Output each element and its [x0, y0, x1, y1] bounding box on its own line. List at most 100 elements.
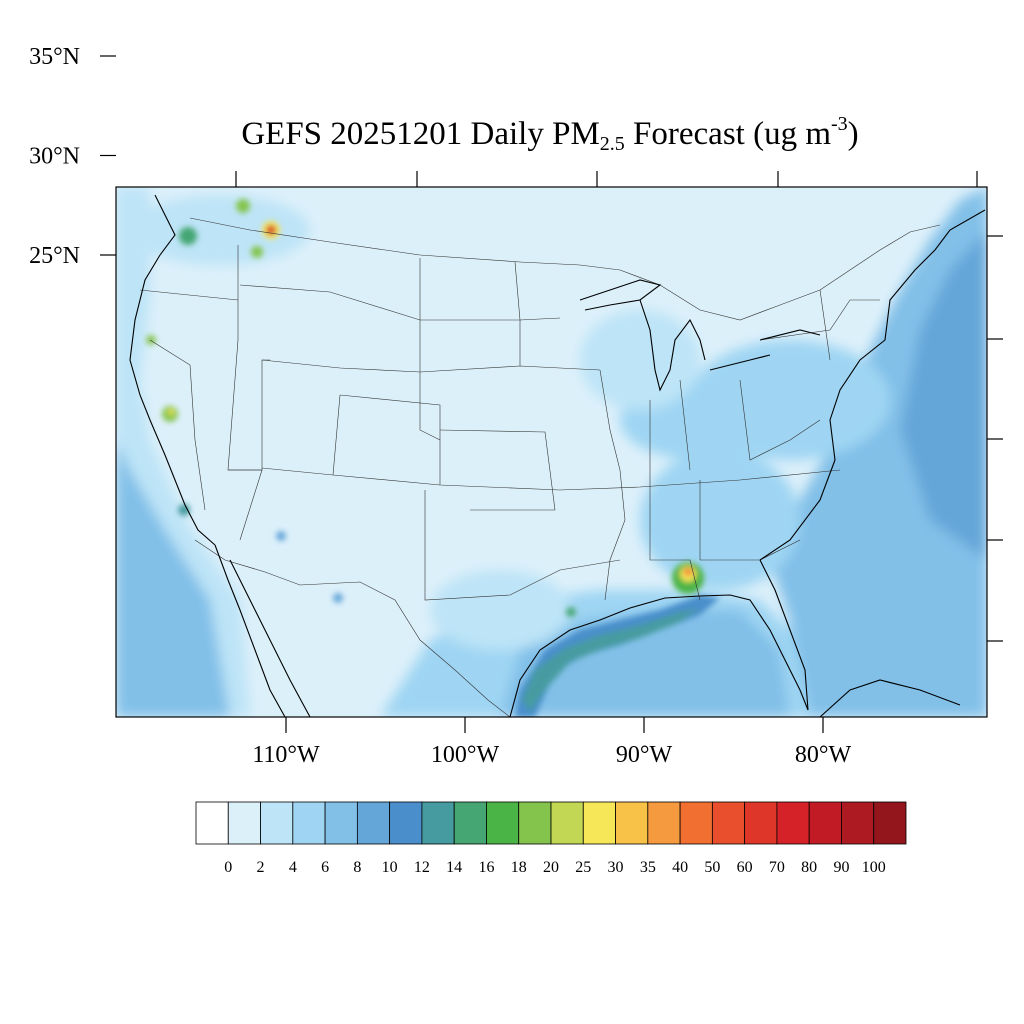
colorbar-swatch — [389, 801, 423, 845]
colorbar-label: 40 — [672, 859, 688, 876]
colorbar-swatch — [679, 801, 713, 845]
colorbar-swatch — [195, 801, 229, 845]
lat-tick-label: 30°N — [29, 144, 80, 170]
colorbar-swatch — [324, 801, 358, 845]
lon-tick-label: 110°W — [252, 742, 320, 768]
alabama-hotspot-core — [684, 568, 692, 576]
utah-colorado — [332, 394, 341, 476]
cuba-coast — [819, 679, 961, 717]
colorbar-label: 80 — [801, 859, 817, 876]
pacific-offshore-shade — [116, 440, 230, 717]
colorbar-swatch — [292, 801, 326, 845]
lon-tick-label: 90°W — [616, 742, 673, 768]
colorbar-label: 50 — [704, 859, 720, 876]
lat-tick-label: 25°N — [29, 243, 80, 269]
state-borders — [139, 217, 941, 717]
gulf-coast — [509, 594, 809, 717]
great-lakes-haze — [580, 310, 700, 410]
oklahoma — [439, 429, 556, 511]
montana-hotspot — [236, 199, 250, 213]
mississippi-river — [599, 369, 626, 601]
colorbar-label: 8 — [353, 859, 361, 876]
colorbar-swatch — [647, 801, 681, 845]
colorado-ks — [339, 394, 441, 485]
row-37 — [261, 467, 841, 491]
colorbar-swatch — [453, 801, 487, 845]
colorbar-label: 4 — [289, 859, 297, 876]
great-lakes-michigan — [639, 299, 706, 392]
california-hotspot-core — [168, 409, 174, 415]
baja-gulf — [229, 559, 311, 717]
east-states-1 — [649, 400, 701, 601]
colorbar-swatch — [744, 801, 778, 845]
lat-tick-label: 35°N — [29, 44, 80, 70]
colorbar-swatch — [711, 801, 746, 845]
colorbar-label: 0 — [224, 859, 232, 876]
gulf-coast-band — [515, 595, 720, 717]
colorbar-label: 16 — [478, 859, 494, 876]
ohio-lines — [679, 379, 821, 471]
colorbar-label: 100 — [862, 859, 886, 876]
colorbar-swatch — [227, 801, 261, 845]
colorbar-swatch — [615, 801, 649, 845]
minnesota-west — [514, 261, 521, 366]
pacific-northwest-haze — [130, 195, 310, 265]
longitude-axis: 110°W 100°W 90°W 80°W — [252, 717, 851, 768]
latitude-axis: 45°N40°N35°N30°N25°N — [29, 44, 116, 269]
newmexico-hotspot — [333, 593, 343, 603]
baja-coast — [214, 544, 286, 717]
colorbar-swatch — [518, 801, 552, 845]
colorbar-swatch — [486, 801, 520, 845]
concentration-field — [116, 187, 987, 717]
plot-frame — [115, 186, 988, 718]
colorbar-swatch — [582, 801, 616, 845]
colorbar-label: 14 — [446, 859, 462, 876]
washington-hotspot — [179, 227, 197, 245]
dakotas-split — [419, 258, 441, 441]
socal-hotspot — [178, 504, 190, 516]
colorbar-swatch — [260, 801, 294, 845]
colorbar-swatch — [550, 801, 584, 845]
nevada-utah — [228, 469, 263, 541]
florida-east — [759, 559, 809, 711]
canada-border — [189, 217, 941, 321]
gulf-band-inner — [522, 608, 700, 712]
east-states-2 — [699, 480, 801, 561]
title-subscript: 2.5 — [599, 133, 625, 155]
colorbar-label: 30 — [608, 859, 624, 876]
mexico-border — [194, 539, 511, 717]
colorbar-label: 2 — [257, 859, 265, 876]
colorbar-swatch — [356, 801, 391, 845]
atlantic-deep-shade — [900, 230, 987, 560]
colorbar-label: 35 — [640, 859, 656, 876]
louisiana-hotspot — [566, 607, 576, 617]
right-ticks — [987, 235, 1003, 642]
arizona-hotspot — [276, 531, 286, 541]
lake-erie-ontario — [709, 329, 821, 371]
idaho-hotspot-2 — [251, 246, 263, 258]
colorbar-label: 60 — [737, 859, 753, 876]
colorbar-label: 70 — [769, 859, 785, 876]
colorbar-swatch — [776, 801, 810, 845]
colorbar-label: 18 — [511, 859, 527, 876]
lake-superior — [579, 279, 662, 311]
west-coast — [129, 194, 216, 546]
plot-area — [116, 187, 987, 717]
colorbar-swatch — [873, 801, 907, 845]
southeast-haze — [640, 450, 800, 590]
colorbar-swatch — [421, 801, 455, 845]
colorbar-label: 10 — [382, 859, 398, 876]
texas-haze — [430, 570, 570, 650]
top-ticks — [235, 171, 978, 187]
colorbar-swatch — [841, 801, 875, 845]
colorbar-label: 25 — [575, 859, 591, 876]
colorbar-label: 12 — [414, 859, 430, 876]
colorbar-label: 20 — [543, 859, 559, 876]
title-middle: Forecast (ug m — [624, 116, 831, 152]
northeast-lines — [759, 289, 880, 361]
colorbar-swatch — [808, 801, 842, 845]
row-33 — [424, 490, 621, 601]
oregon-idaho — [139, 289, 239, 301]
